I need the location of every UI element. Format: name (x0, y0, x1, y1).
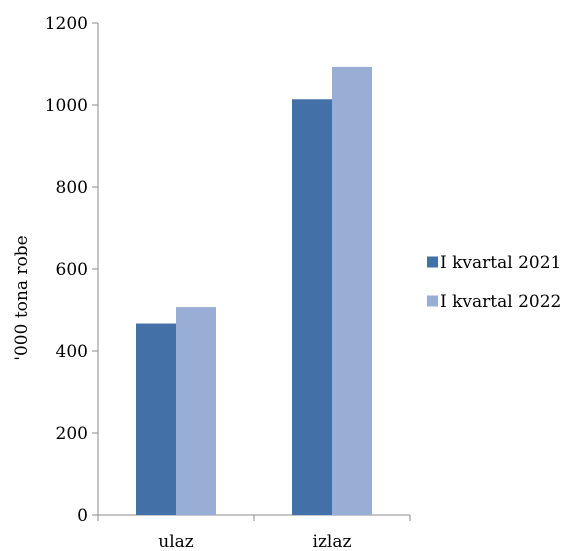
legend-label: I kvartal 2022 (440, 292, 561, 312)
y-tick-label: 1200 (45, 14, 88, 34)
legend: I kvartal 2021 I kvartal 2022 (427, 253, 561, 312)
y-tick-label: 400 (56, 342, 88, 362)
y-tick-label: 0 (77, 506, 88, 526)
y-tick-label: 800 (56, 178, 88, 198)
x-tick-label: izlaz (313, 532, 352, 551)
legend-label: I kvartal 2021 (440, 253, 561, 273)
y-tick-label: 200 (56, 424, 88, 444)
x-tick-label: ulaz (158, 532, 194, 551)
bar-izlaz-0 (292, 99, 332, 515)
y-axis: 0 200 400 600 800 1000 1200 (45, 14, 99, 526)
bars (136, 66, 372, 516)
bar-ulaz-0 (136, 323, 176, 515)
y-axis-label: '000 tona robe (12, 235, 32, 360)
x-axis: ulaz izlaz (97, 514, 411, 551)
y-tick-label: 1000 (45, 96, 88, 116)
bar-izlaz-1 (332, 66, 372, 516)
bar-ulaz-1 (176, 307, 216, 515)
legend-swatch (427, 295, 438, 307)
y-tick-label: 600 (56, 260, 88, 280)
legend-swatch (427, 256, 438, 268)
